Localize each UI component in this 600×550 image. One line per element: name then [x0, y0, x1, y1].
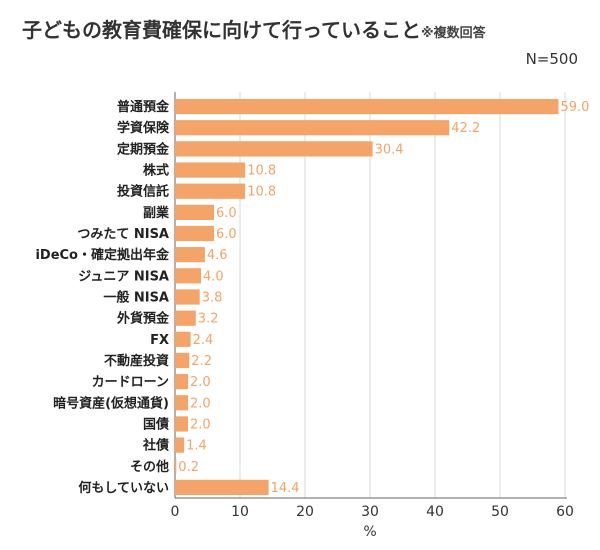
bar — [175, 416, 188, 432]
category-label: 社債 — [142, 438, 169, 454]
value-label: 2.0 — [190, 417, 211, 432]
x-tick-label: 0 — [171, 504, 180, 520]
x-tick-label: 40 — [426, 504, 444, 520]
category-label: 投資信託 — [117, 184, 169, 200]
value-label: 4.6 — [207, 248, 228, 263]
value-label: 3.2 — [198, 312, 219, 327]
bar — [175, 395, 188, 411]
bar — [175, 98, 559, 115]
category-label: 不動産投資 — [104, 353, 169, 369]
category-label: 定期預金 — [116, 141, 170, 157]
bar — [175, 120, 450, 136]
x-axis-title: % — [363, 524, 376, 540]
bar — [175, 204, 214, 220]
value-label: 2.0 — [190, 375, 211, 390]
category-label: 学資保険 — [117, 120, 170, 136]
bar — [175, 374, 188, 390]
category-label: つみたて NISA — [77, 227, 169, 242]
category-label: 一般 NISA — [103, 290, 169, 306]
category-label: 株式 — [143, 163, 169, 179]
bar — [175, 331, 191, 347]
bar — [175, 225, 214, 242]
category-label: iDeCo・確定拠出年金 — [35, 247, 170, 263]
category-label: FX — [150, 333, 169, 348]
value-label: 42.2 — [451, 121, 480, 136]
chart-title-main: 子どもの教育費確保に向けて行っていること — [22, 18, 421, 42]
value-label: 6.0 — [216, 227, 237, 242]
category-label: 外貨預金 — [116, 311, 170, 327]
sample-size: N=500 — [525, 50, 578, 68]
bar — [175, 352, 190, 369]
chart-title-note: ※複数回答 — [421, 26, 486, 41]
x-tick-label: 60 — [556, 504, 574, 520]
value-label: 10.8 — [247, 185, 276, 200]
value-label: 2.4 — [193, 333, 214, 348]
category-label: 国債 — [143, 416, 169, 432]
bar — [175, 162, 246, 178]
category-label: その他 — [130, 459, 169, 475]
x-tick-label: 30 — [361, 504, 379, 520]
category-label: カードローン — [92, 375, 169, 390]
value-label: 6.0 — [216, 206, 237, 221]
value-label: 2.0 — [190, 396, 211, 411]
category-label: 何もしていない — [78, 480, 169, 496]
value-label: 1.4 — [186, 439, 207, 454]
x-tick-label: 20 — [296, 504, 314, 520]
category-label: ジュニア NISA — [78, 269, 169, 284]
value-label: 0.2 — [178, 460, 199, 475]
value-label: 59.0 — [561, 100, 590, 115]
category-label: 副業 — [143, 205, 170, 221]
bar — [175, 289, 200, 305]
bar — [175, 458, 177, 474]
value-label: 2.2 — [191, 354, 212, 369]
bar — [175, 183, 246, 199]
value-label: 3.8 — [202, 291, 223, 306]
x-tick-label: 50 — [491, 504, 509, 520]
bar — [175, 310, 196, 326]
x-tick-label: 10 — [231, 504, 249, 520]
bar — [175, 268, 201, 284]
value-label: 14.4 — [271, 481, 300, 496]
category-label: 暗号資産(仮想通貨) — [53, 395, 169, 411]
bar — [175, 247, 205, 263]
category-label: 普通預金 — [117, 99, 170, 115]
bar — [175, 437, 185, 453]
value-label: 30.4 — [375, 142, 404, 157]
chart-title: 子どもの教育費確保に向けて行っていること※複数回答 — [22, 14, 486, 43]
value-label: 4.0 — [203, 269, 224, 284]
value-label: 10.8 — [247, 164, 276, 179]
bar — [175, 141, 373, 157]
bar — [175, 479, 269, 496]
